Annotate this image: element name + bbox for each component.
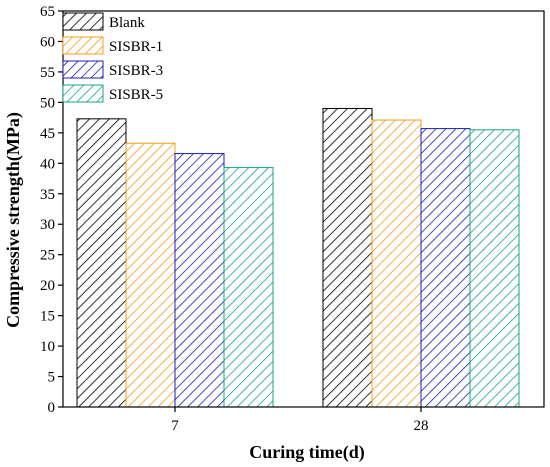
bar-sisbr-5-28d: [469, 129, 520, 408]
legend-swatch-blank: [62, 12, 104, 31]
x-axis-title: Curing time(d): [249, 442, 365, 463]
bar-blank-28d: [322, 107, 373, 408]
y-tick-label: 10: [40, 339, 55, 355]
y-axis-title: Compressive strength(MPa): [3, 112, 24, 328]
legend-swatch-sisbr-3: [62, 60, 104, 79]
bar-sisbr-3-7d: [174, 153, 225, 408]
y-tick-label: 40: [40, 156, 55, 172]
legend-label-blank: Blank: [109, 15, 145, 31]
bars-layer: [76, 107, 520, 408]
y-tick-label: 20: [40, 278, 55, 294]
legend-label-sisbr-5: SISBR-5: [109, 87, 163, 103]
y-tick-label: 45: [40, 126, 55, 142]
legend: Blank SISBR-1 SISBR-3 SISBR-5: [62, 12, 163, 103]
legend-swatch-sisbr-1: [62, 36, 104, 55]
x-tick-label: 28: [414, 418, 429, 434]
legend-label-sisbr-3: SISBR-3: [109, 63, 163, 79]
y-tick-label: 0: [48, 400, 56, 416]
y-tick-label: 60: [40, 34, 55, 50]
bar-blank-7d: [76, 118, 127, 408]
axes-layer: 0 5 10 15 20 25 30 35 40 45 50 55 60 65 7 28: [40, 4, 545, 434]
bar-sisbr-3-28d: [420, 128, 471, 408]
bar-sisbr-1-28d: [371, 119, 422, 408]
y-tick-label: 5: [48, 370, 56, 386]
y-tick-label: 25: [40, 248, 55, 264]
y-tick-label: 30: [40, 217, 55, 233]
y-tick-label: 35: [40, 187, 55, 203]
y-tick-label: 50: [40, 95, 55, 111]
legend-swatch-sisbr-5: [62, 84, 104, 103]
bar-sisbr-1-7d: [125, 142, 176, 408]
y-tick-label: 15: [40, 309, 55, 325]
legend-label-sisbr-1: SISBR-1: [109, 39, 163, 55]
bar-sisbr-5-7d: [223, 167, 274, 408]
y-tick-label: 55: [40, 65, 55, 81]
x-tick-label: 7: [171, 418, 179, 434]
y-tick-label: 65: [40, 4, 55, 20]
plot-frame: [62, 10, 545, 408]
